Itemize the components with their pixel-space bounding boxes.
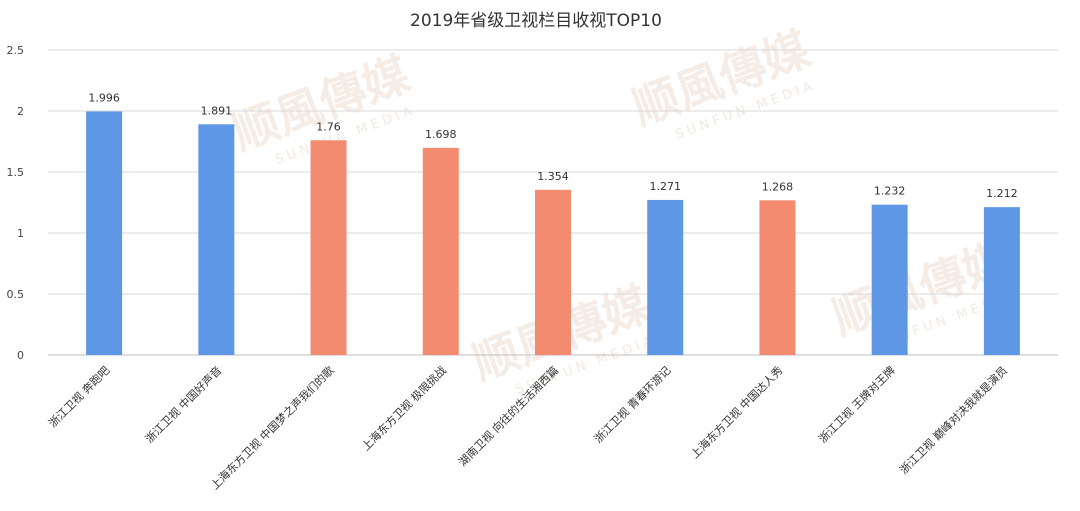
data-label: 1.268 — [762, 180, 794, 193]
x-tick-label: 浙江卫视 青春环游记 — [591, 363, 673, 445]
data-label: 1.891 — [201, 104, 233, 117]
y-tick-label: 0 — [17, 349, 24, 362]
y-tick-label: 1 — [17, 227, 24, 240]
bars — [86, 111, 1020, 355]
bar — [198, 124, 235, 355]
y-tick-label: 1.5 — [7, 166, 25, 179]
y-axis-ticks: 0 0.5 1 1.5 2 2.5 — [7, 44, 25, 362]
bar — [310, 140, 347, 355]
x-tick-label: 上海东方卫视 极限挑战 — [359, 363, 449, 453]
bar — [535, 189, 571, 355]
x-tick-label: 浙江卫视 奔跑吧 — [45, 363, 112, 430]
bar — [983, 207, 1020, 355]
chart-title: 2019年省级卫视栏目收视TOP10 — [410, 11, 662, 31]
bar — [647, 199, 684, 355]
bar — [422, 147, 459, 355]
data-label: 1.354 — [537, 170, 569, 183]
y-tick-label: 0.5 — [7, 288, 25, 301]
y-tick-label: 2 — [17, 105, 24, 118]
bar — [759, 200, 796, 355]
y-tick-label: 2.5 — [7, 44, 25, 57]
data-label: 1.212 — [986, 187, 1018, 200]
bar — [86, 111, 123, 355]
x-tick-label: 浙江卫视 巅峰对决我就是演员 — [897, 363, 1010, 476]
data-label: 1.698 — [425, 128, 457, 141]
data-label: 1.271 — [649, 180, 681, 193]
data-label: 1.996 — [88, 91, 120, 104]
x-tick-label: 上海东方卫视 中国梦之声我们的歌 — [208, 363, 337, 492]
bar — [871, 204, 908, 355]
data-label: 1.76 — [316, 120, 341, 133]
data-labels: 1.996 1.891 1.76 1.698 1.354 1.271 1.268 1.232 1… — [88, 91, 1017, 200]
x-tick-label: 上海东方卫视 中国达人秀 — [688, 363, 786, 461]
x-tick-label: 浙江卫视 王牌对王牌 — [815, 363, 897, 445]
data-label: 1.232 — [874, 185, 906, 198]
x-tick-label: 浙江卫视 中国好声音 — [142, 363, 224, 445]
